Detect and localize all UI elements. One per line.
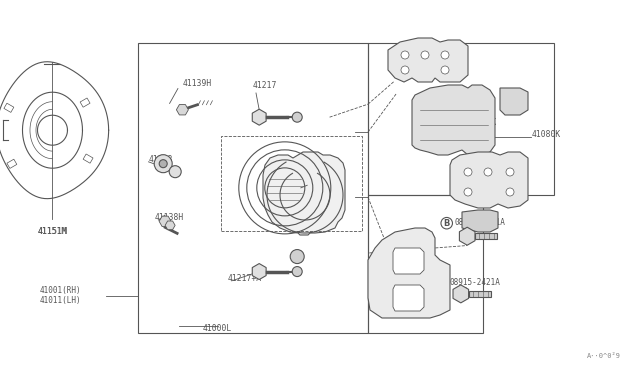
Bar xyxy=(221,136,362,231)
Polygon shape xyxy=(462,210,498,232)
Text: 41000K: 41000K xyxy=(467,118,497,126)
Circle shape xyxy=(169,166,181,178)
Text: 08044-2401A: 08044-2401A xyxy=(454,218,505,227)
Circle shape xyxy=(506,168,514,176)
Circle shape xyxy=(484,168,492,176)
Polygon shape xyxy=(412,85,495,155)
Polygon shape xyxy=(450,152,528,208)
Text: 41000L: 41000L xyxy=(203,324,232,333)
Circle shape xyxy=(401,66,409,74)
Polygon shape xyxy=(500,88,528,115)
Bar xyxy=(4,103,14,112)
Circle shape xyxy=(292,112,302,122)
Text: 41138H: 41138H xyxy=(155,213,184,222)
Bar xyxy=(468,291,491,297)
Circle shape xyxy=(290,250,304,263)
Text: 41151M: 41151M xyxy=(38,227,67,236)
Text: 41217+A: 41217+A xyxy=(227,274,261,283)
Text: 41139H: 41139H xyxy=(182,79,212,88)
Circle shape xyxy=(464,188,472,196)
Bar xyxy=(7,159,17,169)
Text: 41001(RH): 41001(RH) xyxy=(40,286,82,295)
Polygon shape xyxy=(159,216,171,227)
Text: (4): (4) xyxy=(461,227,475,236)
Polygon shape xyxy=(460,227,475,245)
Circle shape xyxy=(159,160,167,168)
Circle shape xyxy=(506,188,514,196)
Polygon shape xyxy=(393,285,424,311)
Circle shape xyxy=(441,51,449,59)
Polygon shape xyxy=(252,263,266,280)
Circle shape xyxy=(421,51,429,59)
Text: (4): (4) xyxy=(456,287,470,296)
Polygon shape xyxy=(263,152,345,235)
Polygon shape xyxy=(177,105,188,115)
Bar xyxy=(138,43,368,333)
Text: 41121: 41121 xyxy=(306,178,330,187)
Bar xyxy=(368,195,483,333)
Circle shape xyxy=(292,267,302,276)
Text: 41128: 41128 xyxy=(148,155,173,164)
Text: W: W xyxy=(437,279,446,288)
Bar xyxy=(80,98,90,107)
Polygon shape xyxy=(388,38,468,82)
Polygon shape xyxy=(368,228,450,318)
Text: 41011(LH): 41011(LH) xyxy=(40,296,82,305)
Polygon shape xyxy=(453,285,468,303)
Polygon shape xyxy=(252,109,266,125)
Text: 41217: 41217 xyxy=(253,81,277,90)
Circle shape xyxy=(154,155,172,173)
Bar xyxy=(475,233,497,239)
Polygon shape xyxy=(393,248,424,274)
Text: 08915-2421A: 08915-2421A xyxy=(449,278,500,287)
Circle shape xyxy=(441,66,449,74)
Text: 41080K: 41080K xyxy=(531,130,561,139)
Circle shape xyxy=(464,168,472,176)
Text: 41151M: 41151M xyxy=(38,227,67,236)
Circle shape xyxy=(401,51,409,59)
Bar xyxy=(368,43,554,195)
Text: B: B xyxy=(444,219,450,228)
Text: A··0^0²9: A··0^0²9 xyxy=(587,353,621,359)
Bar xyxy=(83,154,93,163)
Polygon shape xyxy=(165,221,175,230)
